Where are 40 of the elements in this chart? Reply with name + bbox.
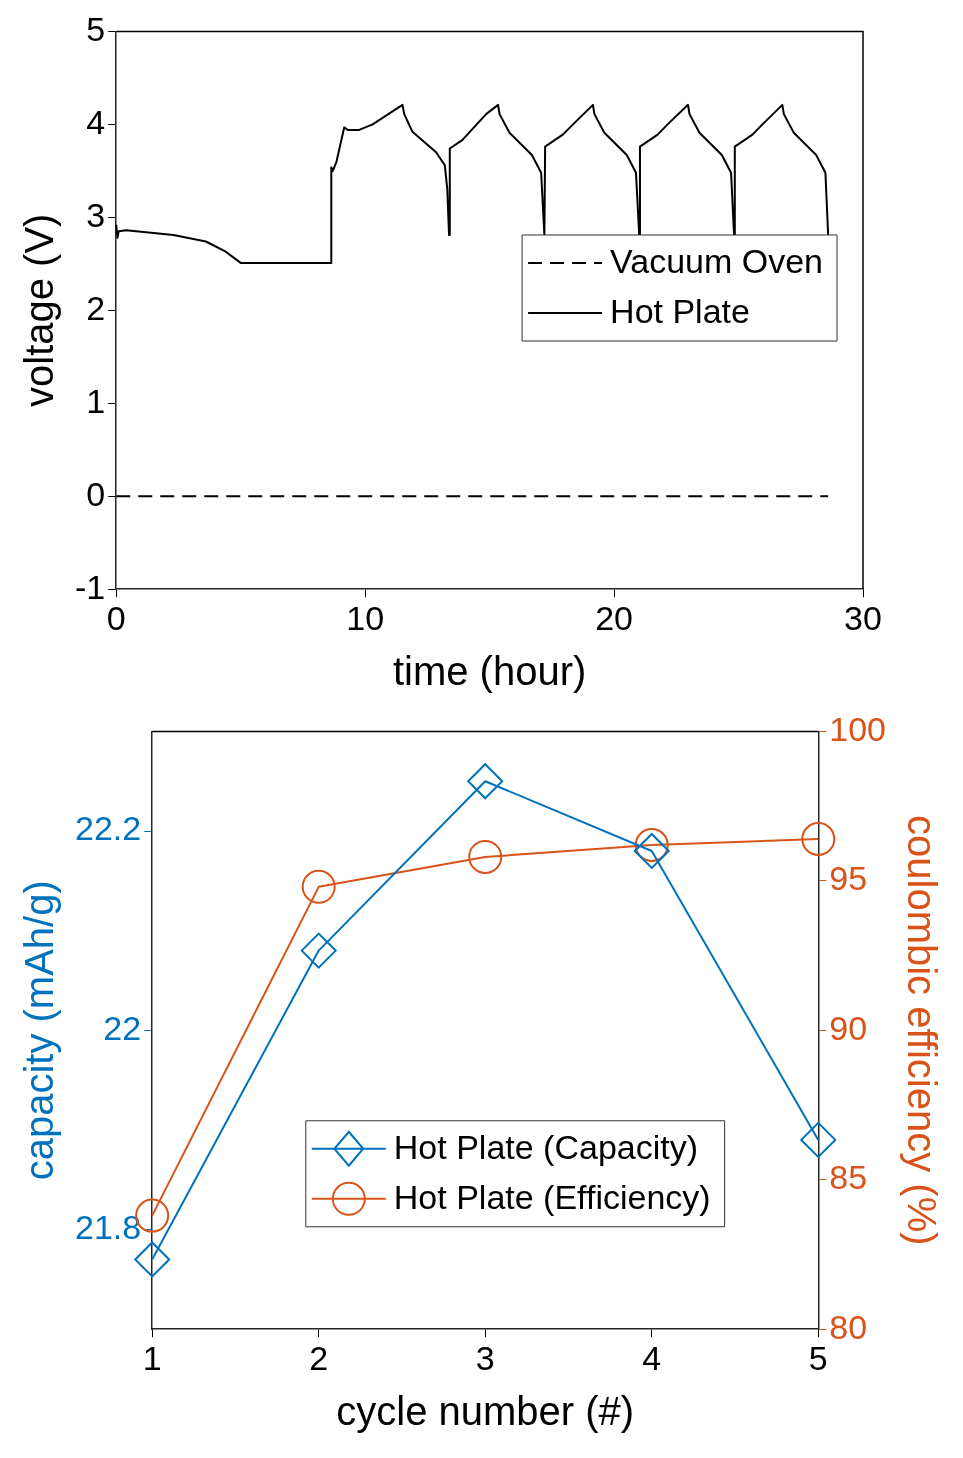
y-axis-title: capacity (mAh/g)	[17, 880, 62, 1181]
y2-tick-label: 95	[829, 859, 868, 898]
x-tick-label: 3	[475, 1338, 495, 1377]
y2-tick-label: 80	[829, 1307, 868, 1346]
y-tick-label: 2	[86, 288, 106, 327]
x-axis-title: time (hour)	[392, 649, 587, 694]
point	[301, 869, 336, 904]
y-tick-label: 22	[103, 1008, 142, 1047]
y2-tick-label: 100	[829, 709, 887, 748]
point	[634, 827, 669, 862]
legend-label: Hot Plate	[610, 292, 750, 331]
x-tick-label: 30	[844, 598, 882, 637]
x-tick-label: 10	[346, 598, 385, 637]
y-tick-label: 0	[86, 474, 106, 513]
y2-axis-title: coulombic efficiency (%)	[899, 815, 944, 1246]
point	[633, 832, 670, 869]
legend-label: Vacuum Oven	[610, 242, 824, 281]
y-tick-label: 4	[86, 102, 106, 141]
point	[134, 1241, 171, 1278]
x-tick-label: 2	[309, 1338, 329, 1377]
legend-label: Hot Plate (Capacity)	[393, 1128, 699, 1167]
y2-tick-label: 85	[829, 1158, 868, 1197]
y-tick-label: 21.8	[74, 1207, 142, 1246]
point	[467, 763, 504, 800]
x-tick-label: 4	[642, 1338, 662, 1377]
y-tick-label: 1	[86, 381, 106, 420]
point	[300, 932, 337, 969]
point	[468, 839, 503, 874]
y2-tick-label: 90	[829, 1008, 868, 1047]
point	[801, 822, 836, 856]
x-tick-label: 5	[808, 1338, 828, 1377]
y-tick-label: 5	[86, 9, 106, 48]
y-tick-label: -1	[75, 567, 106, 606]
y-axis-title: voltage (V)	[17, 213, 62, 408]
legend-label: Hot Plate (Efficiency)	[393, 1178, 711, 1217]
y-tick-label: 22.2	[74, 809, 142, 848]
y-tick-label: 3	[86, 195, 106, 234]
x-tick-label: 20	[595, 598, 633, 637]
point	[800, 1121, 837, 1158]
x-axis-title: cycle number (#)	[336, 1389, 635, 1434]
